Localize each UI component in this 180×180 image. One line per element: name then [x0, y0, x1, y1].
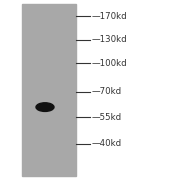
Text: —70kd: —70kd [92, 87, 122, 96]
Text: —55kd: —55kd [92, 112, 122, 122]
Text: —130kd: —130kd [92, 35, 127, 44]
Text: —100kd: —100kd [92, 58, 127, 68]
Text: —40kd: —40kd [92, 140, 122, 148]
Text: —170kd: —170kd [92, 12, 127, 21]
Ellipse shape [36, 103, 54, 111]
Bar [22, 4, 76, 176]
